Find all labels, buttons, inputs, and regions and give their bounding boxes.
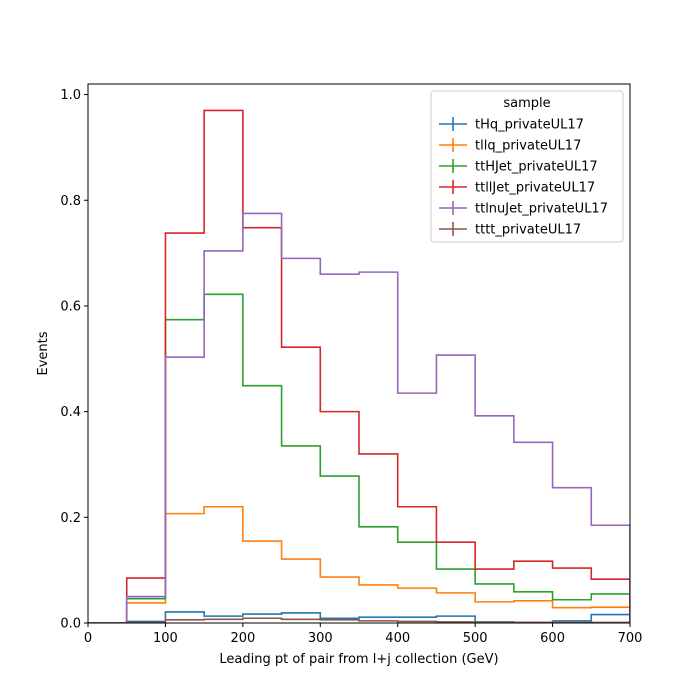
legend-item: ttllJet_privateUL17 <box>439 180 595 196</box>
x-tick-label: 300 <box>308 631 333 646</box>
series-step-tllq_privateUL17 <box>88 505 630 623</box>
legend-item: ttlnuJet_privateUL17 <box>439 201 608 217</box>
legend-label: ttHJet_privateUL17 <box>475 160 598 175</box>
x-axis-label: Leading pt of pair from l+j collection (… <box>219 652 498 667</box>
axes: 0 100 200 300 400 500 600 700 0.0 0.2 0.4 0.6 0.8 1.0 <box>60 83 643 646</box>
series-step-ttHJet_privateUL17 <box>88 293 630 623</box>
series-step-ttllJet_privateUL17 <box>88 109 630 623</box>
x-tick-label: 200 <box>230 631 255 646</box>
series-step-ttlnuJet_privateUL17 <box>88 212 630 623</box>
y-axis-label: Events <box>36 331 51 375</box>
y-tick-label: 0.8 <box>60 194 81 209</box>
legend: sample tHq_privateUL17 tllq_privateUL17 ttH… <box>430 90 624 243</box>
y-tick-label: 0.2 <box>60 511 81 526</box>
axes-frame <box>87 83 631 624</box>
legend-item: tttt_privateUL17 <box>439 222 581 238</box>
y-tick-label: 0.4 <box>60 405 81 420</box>
legend-label: tttt_privateUL17 <box>475 223 581 238</box>
legend-item: tHq_privateUL17 <box>439 117 584 133</box>
x-tick-label: 100 <box>153 631 178 646</box>
legend-label: tllq_privateUL17 <box>475 139 581 154</box>
legend-label: tHq_privateUL17 <box>475 118 584 133</box>
x-tick-label: 500 <box>463 631 488 646</box>
y-tick-label: 1.0 <box>60 88 81 103</box>
legend-item: ttHJet_privateUL17 <box>439 159 598 175</box>
x-tick-label: 700 <box>618 631 643 646</box>
x-tick-label: 600 <box>540 631 565 646</box>
y-tick-label: 0.0 <box>60 617 81 632</box>
x-tick-label: 400 <box>385 631 410 646</box>
x-tick-label: 0 <box>84 631 92 646</box>
y-tick-label: 0.6 <box>60 299 81 314</box>
legend-box <box>430 90 624 243</box>
series-step-tttt_privateUL17 <box>88 617 630 623</box>
legend-label: ttllJet_privateUL17 <box>475 181 595 196</box>
plot-area <box>88 109 630 623</box>
legend-label: ttlnuJet_privateUL17 <box>475 202 608 217</box>
legend-item: tllq_privateUL17 <box>439 138 581 154</box>
legend-title: sample <box>503 96 550 111</box>
